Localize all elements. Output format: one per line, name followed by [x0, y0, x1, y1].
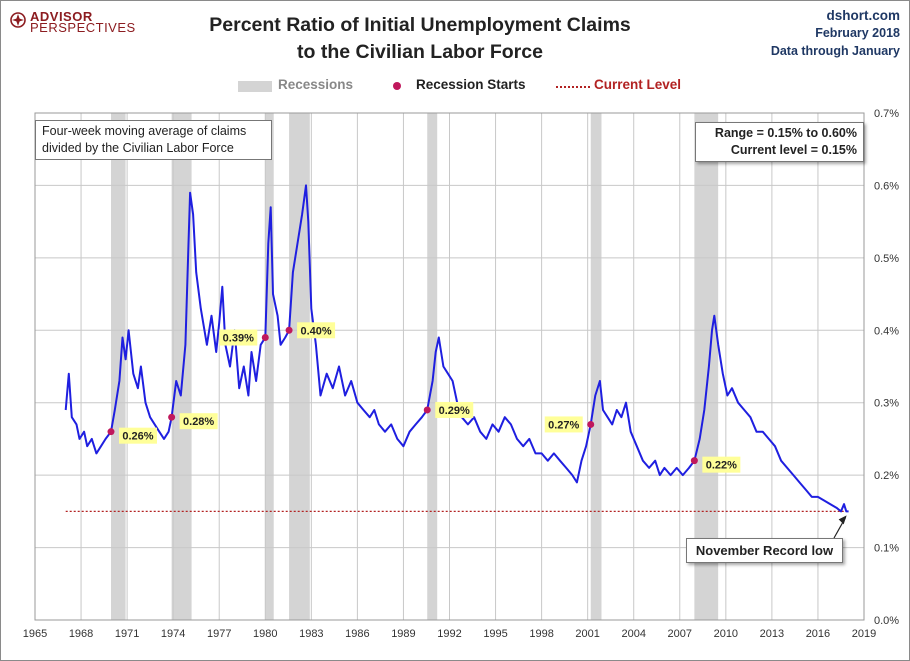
note-line1: Four-week moving average of claims [42, 124, 247, 138]
x-tick-label: 1971 [115, 628, 139, 640]
recession-start-dot [107, 428, 115, 436]
site-name: dshort.com [826, 8, 900, 23]
recession-start-dot [690, 457, 698, 465]
y-tick-label: 0.3% [874, 398, 899, 410]
y-tick-label: 0.4% [874, 325, 899, 337]
recession-band [171, 113, 192, 620]
x-tick-label: 2001 [575, 628, 599, 640]
recession-start-label: 0.27% [548, 419, 579, 431]
recession-start-callout-bg [219, 329, 258, 346]
recession-band [265, 113, 274, 620]
recession-start-label: 0.22% [706, 460, 737, 472]
legend-current-level-line [556, 86, 590, 88]
recession-start-label: 0.40% [300, 325, 331, 337]
recession-start-label: 0.39% [223, 333, 254, 345]
legend-recession-swatch [238, 81, 272, 92]
recession-start-label: 0.28% [183, 416, 214, 428]
x-tick-label: 1983 [299, 628, 323, 640]
x-tick-label: 1965 [23, 628, 47, 640]
recession-band [289, 113, 310, 620]
x-tick-label: 1980 [253, 628, 277, 640]
data-through-note: Data through January [770, 44, 900, 58]
y-tick-label: 0.5% [874, 253, 899, 265]
plot-area-border [34, 112, 865, 621]
claims-ratio-line [64, 184, 849, 513]
range-line: Range = 0.15% to 0.60% [714, 126, 857, 140]
recession-start-callout-bg [544, 416, 583, 433]
x-tick-label: 2010 [714, 628, 738, 640]
x-tick-label: 2019 [852, 628, 876, 640]
recession-start-dot [168, 413, 176, 421]
x-tick-label: 1989 [391, 628, 415, 640]
recession-start-dot [285, 326, 293, 334]
recession-start-label: 0.29% [439, 405, 470, 417]
x-tick-label: 1974 [161, 628, 185, 640]
logo-line1: ADVISOR [30, 9, 93, 24]
y-tick-label: 0.1% [874, 543, 899, 555]
recession-band [694, 113, 719, 620]
note-line2: divided by the Civilian Labor Force [42, 141, 234, 155]
recession-band [590, 113, 602, 620]
y-tick-label: 0.0% [874, 615, 899, 627]
publish-date: February 2018 [815, 26, 900, 40]
chart-title-line2: to the Civilian Labor Force [297, 41, 543, 63]
x-tick-label: 2016 [806, 628, 830, 640]
advisor-logo-icon [10, 12, 26, 28]
methodology-note: Four-week moving average of claims divid… [35, 120, 272, 160]
x-tick-label: 1977 [207, 628, 231, 640]
recession-start-dot [423, 406, 431, 414]
logo-line2: PERSPECTIVES [30, 20, 136, 35]
range-summary-box: Range = 0.15% to 0.60% Current level = 0… [695, 122, 864, 162]
x-tick-label: 1998 [529, 628, 553, 640]
recession-start-callout-bg [297, 322, 336, 339]
legend-recessions-label: Recessions [278, 77, 354, 92]
record-low-arrowhead [838, 515, 847, 525]
chart-title: Percent Ratio of Initial Unemployment Cl… [160, 12, 680, 66]
current-level-line: Current level = 0.15% [730, 143, 857, 157]
recession-start-callout-bg [118, 427, 157, 444]
y-tick-label: 0.7% [874, 108, 899, 120]
x-tick-label: 1995 [483, 628, 507, 640]
x-tick-label: 2004 [621, 628, 645, 640]
x-tick-label: 1968 [69, 628, 93, 640]
y-tick-label: 0.2% [874, 470, 899, 482]
recession-start-label: 0.26% [122, 431, 153, 443]
record-low-callout: November Record low [686, 538, 843, 563]
legend-recession-starts-label: Recession Starts [416, 77, 526, 92]
x-tick-label: 2007 [668, 628, 692, 640]
recession-band [427, 113, 438, 620]
chart-title-line1: Percent Ratio of Initial Unemployment Cl… [209, 14, 631, 36]
legend-recession-start-dot [393, 82, 401, 90]
recession-start-dot [587, 420, 595, 428]
x-tick-label: 2013 [760, 628, 784, 640]
x-tick-label: 1986 [345, 628, 369, 640]
recession-start-callout-bg [179, 413, 218, 430]
legend-current-level-label: Current Level [594, 77, 682, 92]
recession-start-dot [261, 334, 269, 342]
x-tick-label: 1992 [437, 628, 461, 640]
y-tick-label: 0.6% [874, 180, 899, 192]
recession-start-callout-bg [702, 456, 741, 473]
recession-start-callout-bg [435, 401, 474, 418]
recession-band [110, 113, 126, 620]
